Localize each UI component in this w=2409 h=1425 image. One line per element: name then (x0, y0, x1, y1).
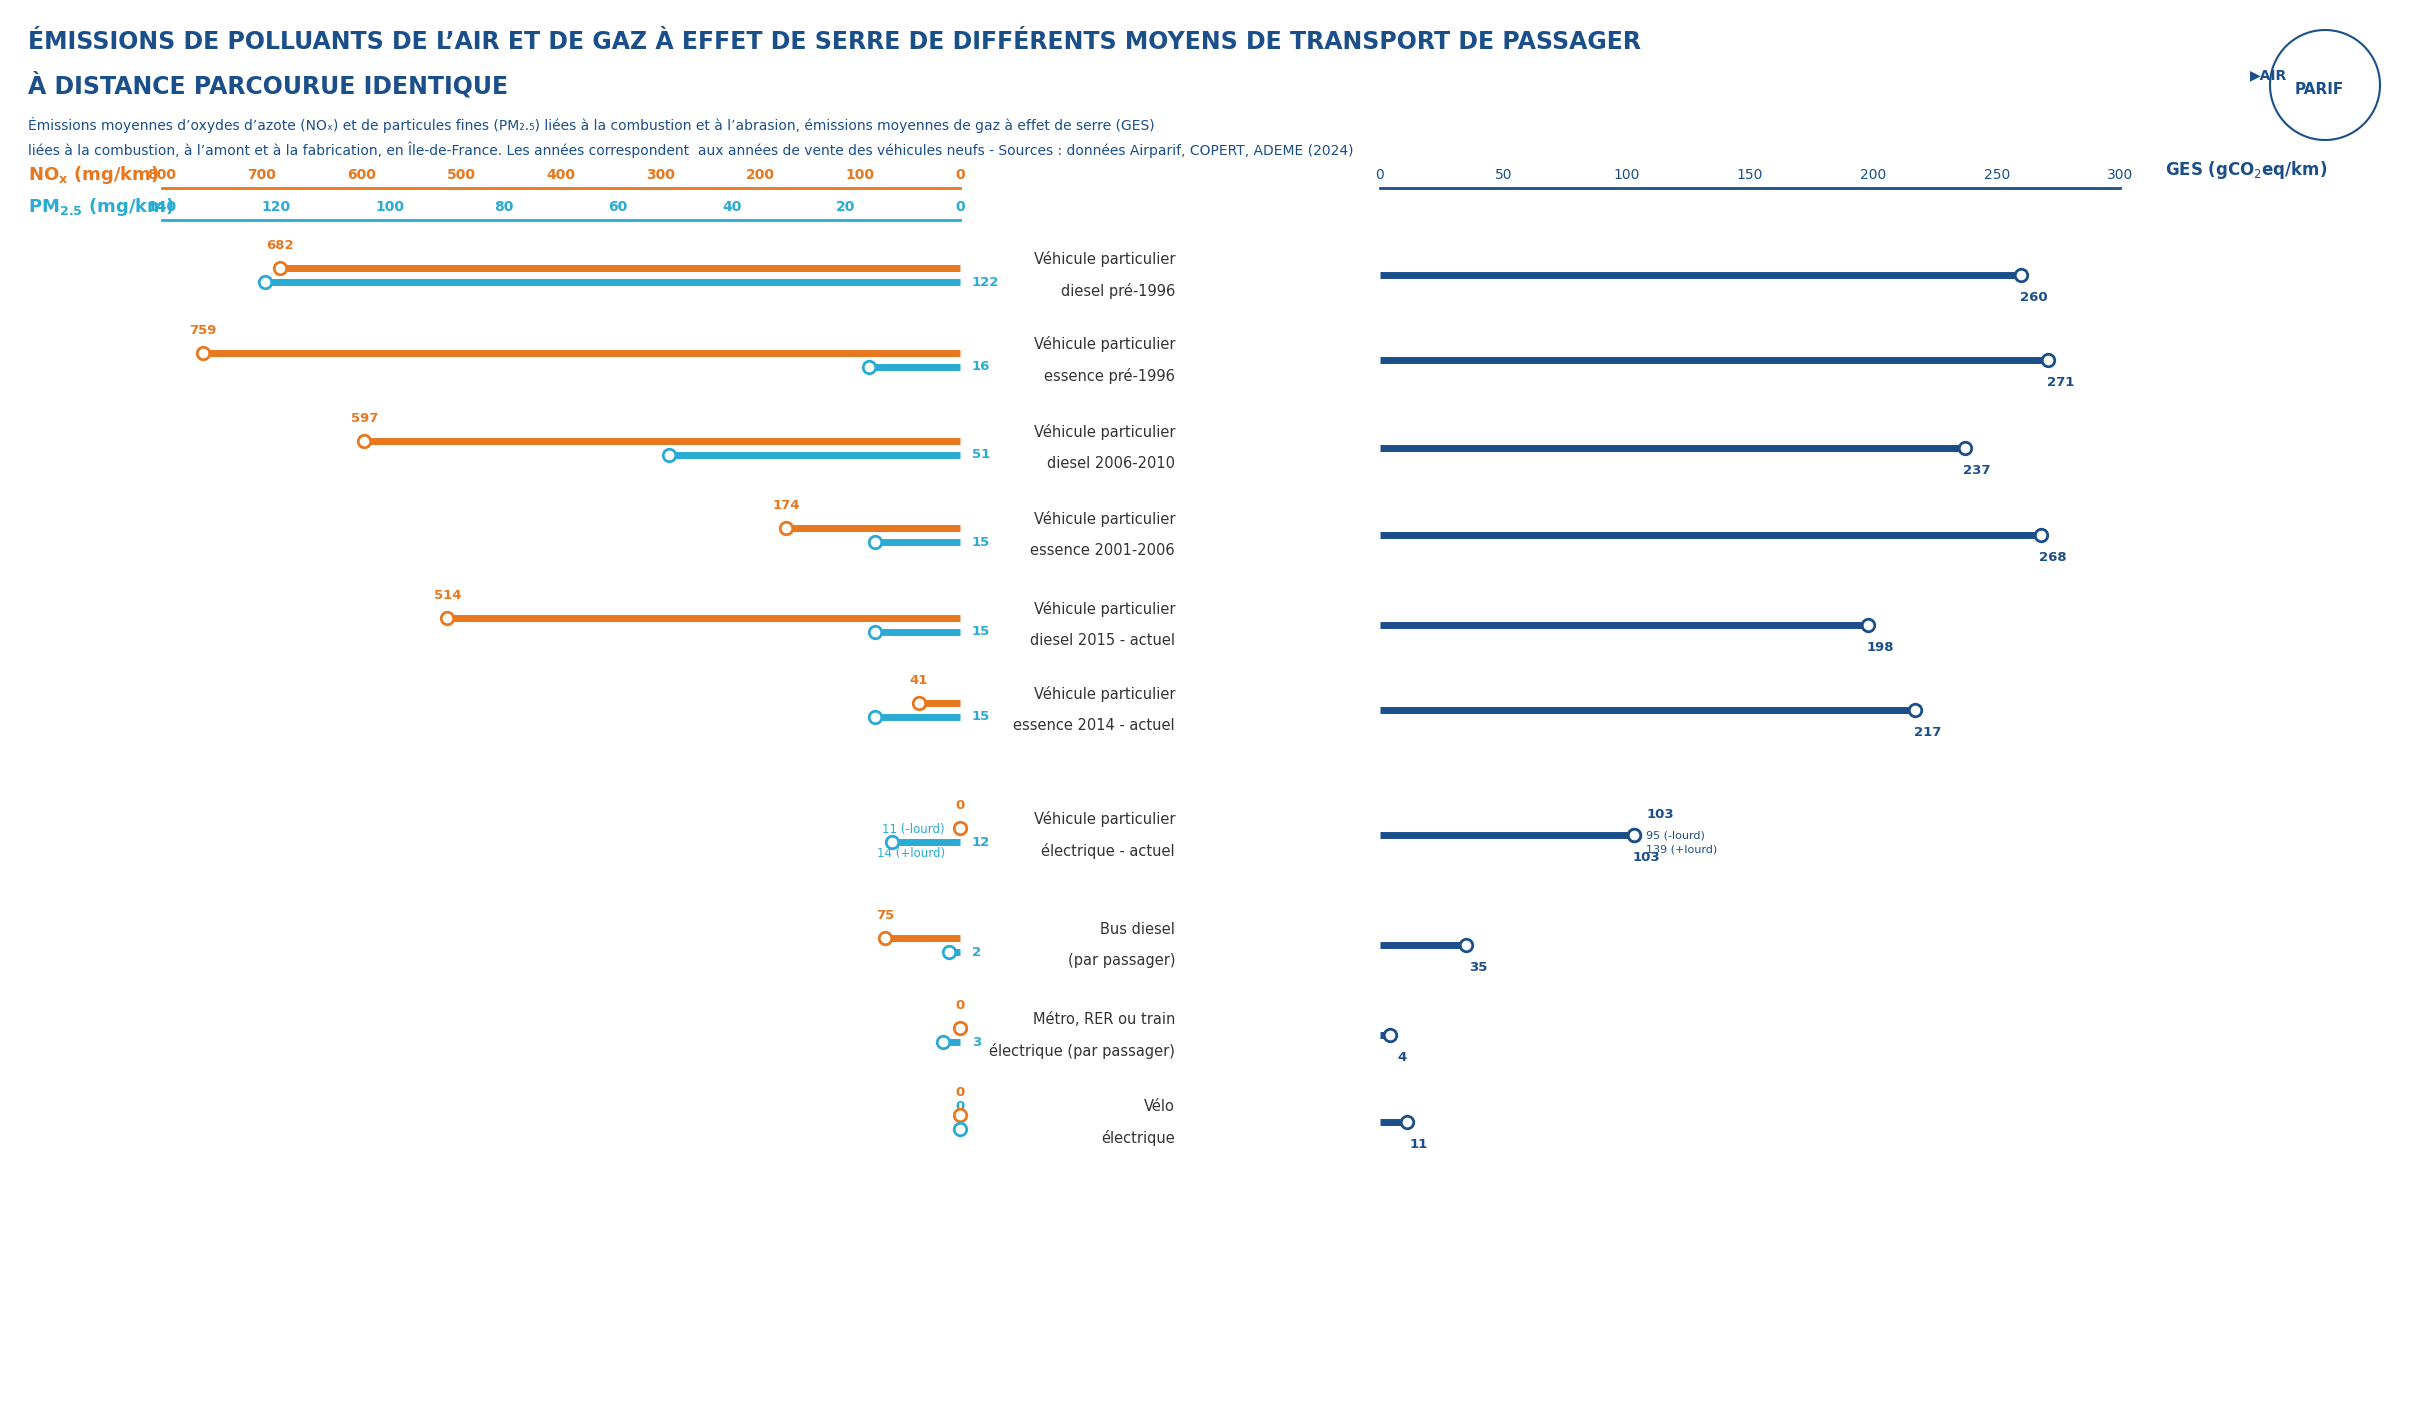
Text: 80: 80 (494, 200, 513, 214)
Text: 35: 35 (1469, 960, 1486, 975)
Text: Véhicule particulier: Véhicule particulier (1033, 512, 1176, 527)
Text: 0: 0 (956, 168, 966, 182)
Text: ÉMISSIONS DE POLLUANTS DE L’AIR ET DE GAZ À EFFET DE SERRE DE DIFFÉRENTS MOYENS : ÉMISSIONS DE POLLUANTS DE L’AIR ET DE GA… (29, 30, 1641, 54)
Text: GES (gCO$_2$eq/km): GES (gCO$_2$eq/km) (2166, 160, 2327, 181)
Text: 260: 260 (2019, 291, 2048, 304)
Text: $\mathbf{NO_x}$ (mg/km): $\mathbf{NO_x}$ (mg/km) (29, 164, 159, 187)
Text: essence pré-1996: essence pré-1996 (1043, 368, 1176, 383)
Text: 15: 15 (971, 536, 990, 549)
Text: 0: 0 (1376, 168, 1385, 182)
Text: 600: 600 (347, 168, 376, 182)
Text: 700: 700 (248, 168, 277, 182)
Text: Métro, RER ou train: Métro, RER ou train (1033, 1012, 1176, 1027)
Text: 140: 140 (147, 200, 176, 214)
Text: 103: 103 (1645, 808, 1674, 821)
Text: diesel pré-1996: diesel pré-1996 (1060, 284, 1176, 299)
Text: 250: 250 (1983, 168, 2009, 182)
Text: liées à la combustion, à l’amont et à la fabrication, en Île-de-France. Les anné: liées à la combustion, à l’amont et à la… (29, 141, 1354, 158)
Text: Bus diesel: Bus diesel (1101, 922, 1176, 938)
Text: 237: 237 (1963, 465, 1990, 477)
Text: 4: 4 (1397, 1052, 1407, 1064)
Text: 200: 200 (747, 168, 776, 182)
Text: 60: 60 (609, 200, 629, 214)
Text: Véhicule particulier: Véhicule particulier (1033, 251, 1176, 266)
Text: 11: 11 (1409, 1139, 1429, 1151)
Text: 75: 75 (877, 909, 894, 922)
Text: 122: 122 (971, 275, 1000, 288)
Text: Véhicule particulier: Véhicule particulier (1033, 685, 1176, 703)
Text: 0: 0 (956, 200, 966, 214)
Text: 300: 300 (646, 168, 675, 182)
Text: Véhicule particulier: Véhicule particulier (1033, 811, 1176, 826)
Text: 120: 120 (263, 200, 291, 214)
Text: 217: 217 (1913, 725, 1942, 740)
Text: diesel 2015 - actuel: diesel 2015 - actuel (1031, 633, 1176, 648)
Text: 50: 50 (1494, 168, 1513, 182)
Text: 100: 100 (376, 200, 405, 214)
Text: (par passager): (par passager) (1067, 953, 1176, 968)
Text: 150: 150 (1737, 168, 1763, 182)
Text: 0: 0 (956, 1086, 964, 1099)
Text: 200: 200 (1860, 168, 1886, 182)
Text: 12: 12 (971, 835, 990, 848)
Text: essence 2014 - actuel: essence 2014 - actuel (1014, 718, 1176, 732)
Text: ▶AIR: ▶AIR (2250, 68, 2286, 83)
Text: 15: 15 (971, 711, 990, 724)
Text: $\mathbf{PM_{2.5}}$ (mg/km): $\mathbf{PM_{2.5}}$ (mg/km) (29, 197, 173, 218)
Text: PARIF: PARIF (2296, 83, 2344, 97)
Text: électrique - actuel: électrique - actuel (1041, 844, 1176, 859)
Text: 100: 100 (1614, 168, 1641, 182)
Text: 300: 300 (2108, 168, 2132, 182)
Text: 682: 682 (265, 239, 294, 252)
Text: 0: 0 (956, 999, 964, 1012)
Text: À DISTANCE PARCOURUE IDENTIQUE: À DISTANCE PARCOURUE IDENTIQUE (29, 73, 508, 98)
Text: 95 (-lourd): 95 (-lourd) (1645, 831, 1706, 841)
Text: électrique: électrique (1101, 1130, 1176, 1146)
Text: 15: 15 (971, 626, 990, 638)
Text: 800: 800 (147, 168, 176, 182)
Text: 40: 40 (723, 200, 742, 214)
Text: diesel 2006-2010: diesel 2006-2010 (1048, 456, 1176, 472)
Text: 0: 0 (956, 799, 964, 812)
Text: 100: 100 (846, 168, 874, 182)
Text: Véhicule particulier: Véhicule particulier (1033, 601, 1176, 617)
Text: 271: 271 (2048, 376, 2074, 389)
Text: 514: 514 (434, 589, 460, 601)
Text: 500: 500 (446, 168, 475, 182)
Text: Vélo: Vélo (1144, 1099, 1176, 1114)
Text: 174: 174 (773, 499, 800, 512)
Text: 759: 759 (190, 323, 217, 336)
Text: 400: 400 (547, 168, 576, 182)
Text: 0: 0 (956, 1100, 964, 1113)
Text: 20: 20 (836, 200, 855, 214)
Text: 103: 103 (1633, 851, 1660, 864)
Text: 51: 51 (971, 449, 990, 462)
Text: essence 2001-2006: essence 2001-2006 (1031, 543, 1176, 559)
Text: électrique (par passager): électrique (par passager) (990, 1043, 1176, 1059)
Text: 198: 198 (1867, 641, 1893, 654)
Text: 2: 2 (971, 946, 980, 959)
Text: 139 (+lourd): 139 (+lourd) (1645, 845, 1718, 855)
Text: 3: 3 (971, 1036, 980, 1049)
Text: 268: 268 (2040, 551, 2067, 564)
Text: 16: 16 (971, 361, 990, 373)
Text: Véhicule particulier: Véhicule particulier (1033, 336, 1176, 352)
Text: 597: 597 (352, 412, 378, 425)
Text: Émissions moyennes d’oxydes d’azote (NOₓ) et de particules fines (PM₂.₅) liées à: Émissions moyennes d’oxydes d’azote (NOₓ… (29, 117, 1154, 133)
Text: 41: 41 (911, 674, 927, 687)
Text: 11 (-lourd): 11 (-lourd) (882, 824, 944, 836)
Text: 14 (+lourd): 14 (+lourd) (877, 848, 944, 861)
Text: Véhicule particulier: Véhicule particulier (1033, 425, 1176, 440)
